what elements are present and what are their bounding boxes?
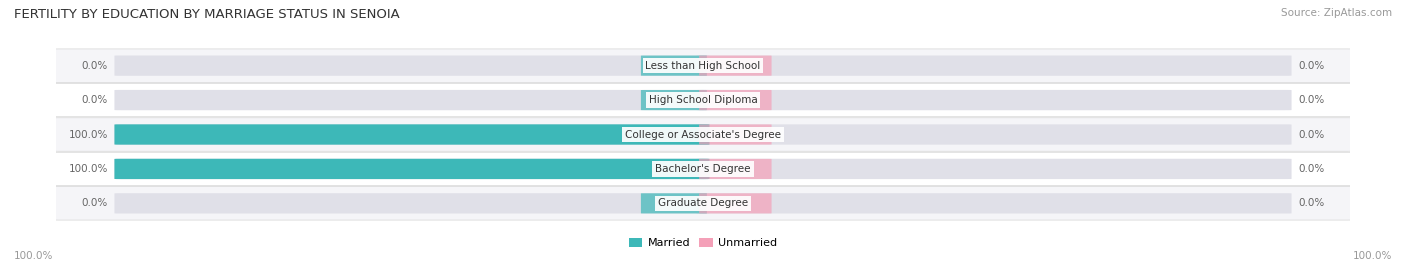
Text: Graduate Degree: Graduate Degree (658, 198, 748, 208)
Text: Bachelor's Degree: Bachelor's Degree (655, 164, 751, 174)
Text: 100.0%: 100.0% (1353, 251, 1392, 261)
FancyBboxPatch shape (114, 159, 710, 179)
FancyBboxPatch shape (699, 124, 772, 145)
FancyBboxPatch shape (52, 49, 1354, 82)
Text: 100.0%: 100.0% (69, 164, 108, 174)
FancyBboxPatch shape (114, 124, 710, 145)
Text: Less than High School: Less than High School (645, 61, 761, 71)
FancyBboxPatch shape (52, 152, 1354, 186)
Text: 100.0%: 100.0% (69, 129, 108, 140)
FancyBboxPatch shape (114, 159, 710, 179)
Text: 0.0%: 0.0% (1298, 129, 1324, 140)
Text: 0.0%: 0.0% (1298, 198, 1324, 208)
Text: Source: ZipAtlas.com: Source: ZipAtlas.com (1281, 8, 1392, 18)
Text: 0.0%: 0.0% (1298, 61, 1324, 71)
Text: 0.0%: 0.0% (82, 61, 108, 71)
Text: 0.0%: 0.0% (1298, 95, 1324, 105)
FancyBboxPatch shape (699, 159, 772, 179)
FancyBboxPatch shape (696, 55, 1292, 76)
Text: College or Associate's Degree: College or Associate's Degree (626, 129, 780, 140)
Text: 0.0%: 0.0% (82, 198, 108, 208)
FancyBboxPatch shape (696, 193, 1292, 214)
Text: 0.0%: 0.0% (82, 95, 108, 105)
FancyBboxPatch shape (641, 90, 707, 110)
FancyBboxPatch shape (114, 124, 710, 145)
FancyBboxPatch shape (52, 118, 1354, 151)
FancyBboxPatch shape (641, 55, 707, 76)
FancyBboxPatch shape (114, 55, 710, 76)
FancyBboxPatch shape (114, 90, 710, 110)
Text: 0.0%: 0.0% (1298, 164, 1324, 174)
FancyBboxPatch shape (699, 90, 772, 110)
FancyBboxPatch shape (699, 55, 772, 76)
Legend: Married, Unmarried: Married, Unmarried (624, 233, 782, 253)
FancyBboxPatch shape (696, 159, 1292, 179)
FancyBboxPatch shape (114, 193, 710, 214)
FancyBboxPatch shape (52, 83, 1354, 117)
FancyBboxPatch shape (52, 187, 1354, 220)
FancyBboxPatch shape (696, 90, 1292, 110)
Text: FERTILITY BY EDUCATION BY MARRIAGE STATUS IN SENOIA: FERTILITY BY EDUCATION BY MARRIAGE STATU… (14, 8, 399, 21)
FancyBboxPatch shape (696, 124, 1292, 145)
FancyBboxPatch shape (699, 193, 772, 214)
FancyBboxPatch shape (641, 193, 707, 214)
Text: 100.0%: 100.0% (14, 251, 53, 261)
Text: High School Diploma: High School Diploma (648, 95, 758, 105)
